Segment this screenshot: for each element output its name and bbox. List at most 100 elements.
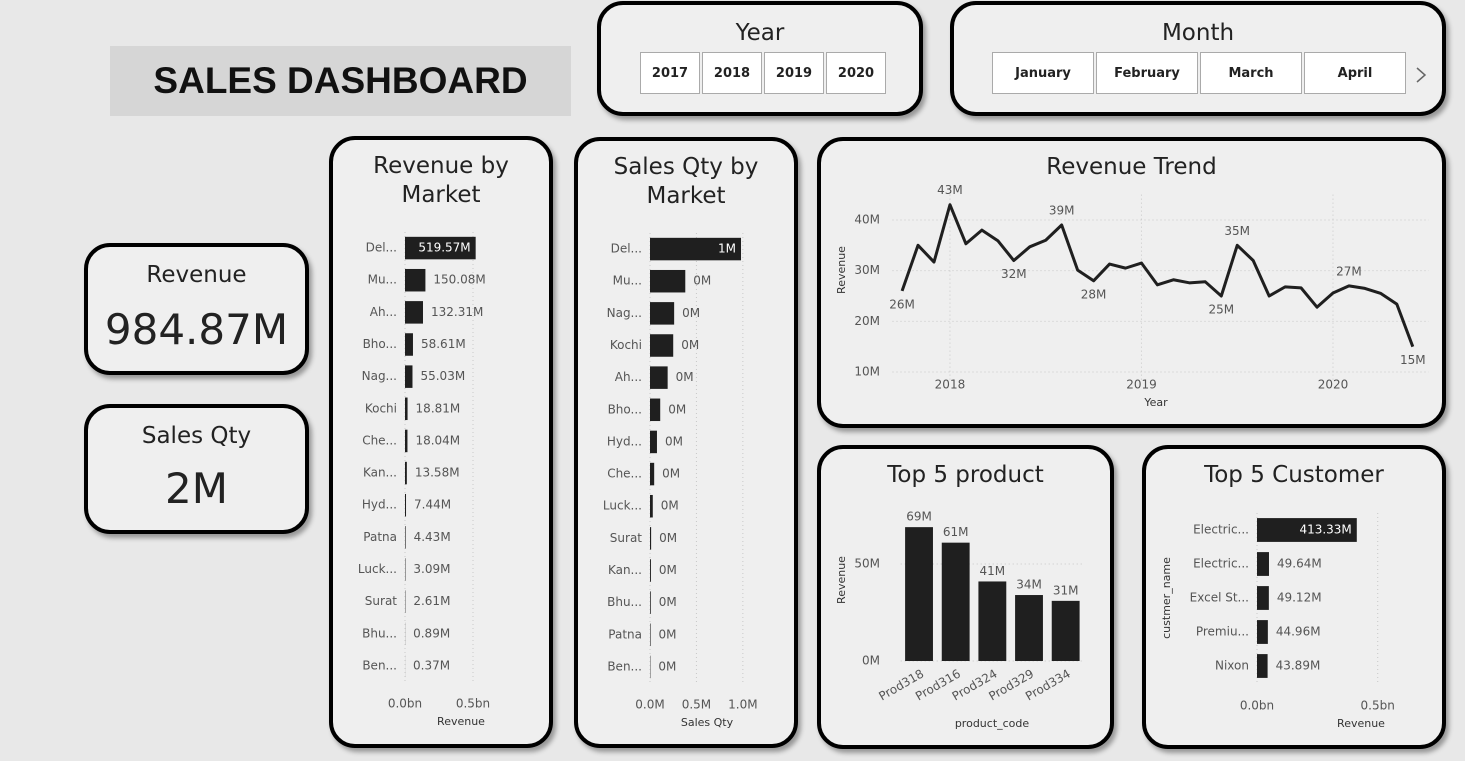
y-tick-label: Surat [610,531,643,545]
bar [405,236,476,260]
data-label: 61M [943,525,969,539]
title-text: SALES DASHBOARD [153,60,528,101]
y-tick-label: Nixon [1215,659,1249,673]
month-slicer: Month January February March April [950,1,1446,116]
chart-title: Top 5 product [887,462,1044,488]
y-tick-label: Del... [611,242,642,256]
chart-panel: 0.0M 0.5M 1.0M Del... 1M Mu... 0M Nag... 0M Kochi… [574,137,798,748]
data-label: 41M [980,564,1006,578]
y-tick-label: Nag... [362,369,397,383]
bar [1051,600,1080,661]
bar [650,269,686,293]
bar [405,365,413,388]
y-tick-label: Bho... [608,402,642,416]
x-tick-label: 0.5bn [1361,699,1395,713]
next-arrow[interactable] [1414,65,1428,85]
chart-panel: 0M 50M 69M Prod318 61M Prod316 41M Prod324 34M Pr… [817,445,1114,749]
bar [405,526,406,549]
y-tick-label: Premiu... [1196,625,1249,639]
data-label: 0M [662,467,680,481]
bar [405,493,407,517]
y-tick-label: 30M [854,263,880,277]
slicer-option[interactable]: 2020 [826,52,886,94]
y-tick-label: Bhu... [362,626,397,640]
slicer-option[interactable]: February [1096,52,1198,94]
bar [405,268,426,292]
chart: 0M50M69MProd31861MProd31641MProd32434MPr… [835,510,1084,730]
chart-title: Sales Qty by Market [613,154,759,209]
bar [405,333,413,356]
y-axis-title: custmer_name [1160,557,1173,639]
y-axis-title: Revenue [835,246,848,294]
y-tick-label: Ah... [370,305,397,319]
bar [941,542,970,661]
data-label: 0M [658,659,676,673]
bar [650,334,674,357]
y-tick-label: Electric... [1193,523,1249,537]
slicer-option[interactable]: March [1200,52,1302,94]
slicer-title: Month [1161,20,1235,46]
x-tick-label: 1.0M [728,698,757,712]
data-label: 44.96M [1276,625,1321,639]
x-tick-label: 0.5M [682,698,711,712]
slicer-option[interactable]: April [1304,52,1406,94]
bar [905,527,933,661]
y-tick-label: Kan... [608,563,642,577]
dashboard-title: SALES DASHBOARD [110,46,571,116]
bar [650,398,661,422]
bar [650,462,655,486]
slicer-option[interactable]: January [992,52,1094,94]
bar [650,559,651,582]
data-label: 18.04M [415,433,460,447]
data-label: 31M [1053,583,1079,597]
data-label: 0M [659,595,677,609]
y-tick-label: Ben... [607,659,642,673]
data-label: 0M [681,338,699,352]
y-tick-label: Patna [363,530,397,544]
chart-title: Top 5 Customer [1204,462,1384,488]
x-axis-title: Year [1143,396,1168,409]
x-tick-label: 2019 [1126,378,1157,392]
y-tick-label: Luck... [603,499,642,513]
bar [1257,518,1357,542]
chart-panel: 0.0bn 0.5bn Electric... 413.33M Electric... 4… [1142,445,1446,749]
data-label: 55.03M [420,369,465,383]
slicer-option[interactable]: 2019 [764,52,824,94]
year-slicer: Year 2017 2018 2019 2020 [597,1,923,116]
data-label: 39M [1049,204,1075,218]
bar [650,494,653,518]
y-tick-label: Patna [608,627,642,641]
bar [650,366,668,389]
data-label: 0M [665,434,683,448]
bar [650,527,652,550]
data-label: 0.37M [413,658,450,672]
data-label: 2.61M [413,594,450,608]
bar [405,397,408,421]
slicer-option[interactable]: 2017 [640,52,700,94]
data-label: 3.09M [413,562,450,576]
bar [1257,654,1268,678]
data-label: 69M [906,510,932,524]
data-label: 49.64M [1277,557,1322,571]
data-label: 0M [661,499,679,513]
kpi-card: Sales Qty 2M [84,404,309,534]
data-label: 1M [718,242,736,256]
data-label: 132.31M [431,305,483,319]
bar [650,237,741,261]
bar [405,429,408,453]
x-tick-label: 0.0M [635,698,664,712]
y-tick-label: Kan... [363,466,397,480]
line [900,203,1415,348]
bar [1015,595,1043,661]
y-tick-label: 50M [854,557,880,571]
chart: 0.0bn 0.5bn Electric... 413.33M Electric... 4… [1160,513,1395,730]
x-axis-title: Sales Qty [681,716,734,729]
chart: 0.0bn 0.5bn Del... 519.57M Mu... 150.08M Ah...… [358,232,490,728]
bar [405,301,423,324]
y-tick-label: 10M [854,365,880,379]
chart-panel: 0.0bn 0.5bn Del... 519.57M Mu... 150.08M Ah...… [329,136,553,748]
card-value: 984.87M [104,305,289,354]
data-label: 0M [659,627,677,641]
data-label: 35M [1224,224,1250,238]
slicer-option[interactable]: 2018 [702,52,762,94]
